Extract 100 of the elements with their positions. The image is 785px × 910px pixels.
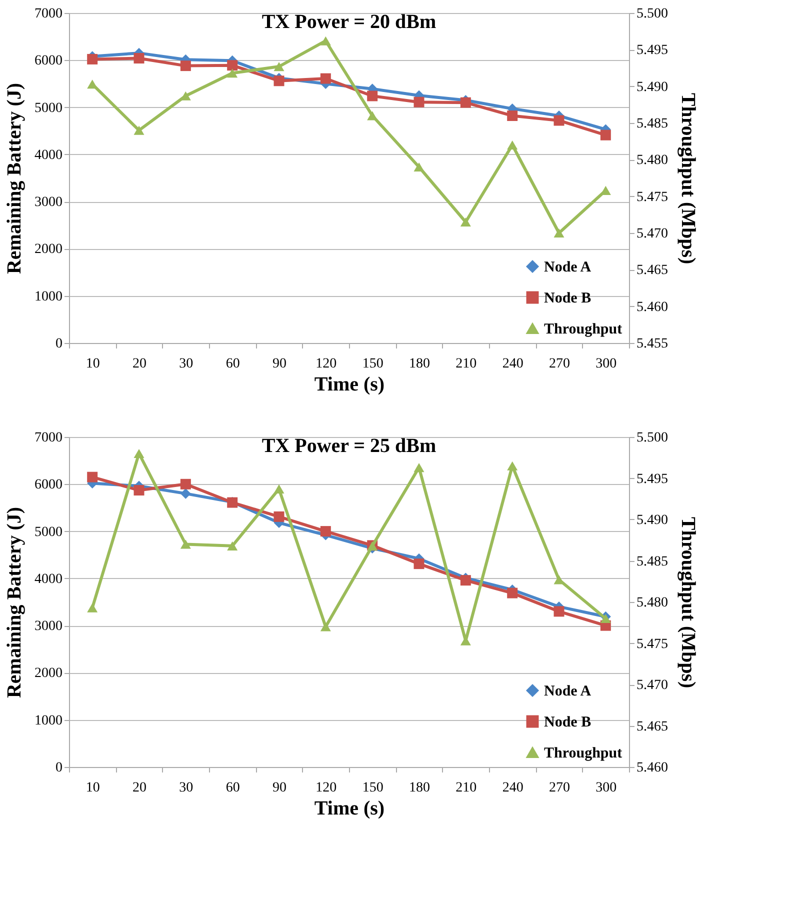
x-axis-title: Time (s): [314, 374, 385, 396]
point: [180, 60, 191, 72]
y2-tick-label: 5.495: [636, 43, 668, 58]
x-tick-label: 300: [596, 356, 617, 372]
point: [134, 126, 144, 135]
y-tick-label: 2000: [34, 666, 62, 682]
point: [414, 558, 424, 570]
point: [367, 90, 378, 102]
y2-tick-label: 5.465: [636, 719, 668, 734]
legend-label: Throughput: [544, 746, 622, 762]
y2-tick-label: 5.485: [636, 116, 668, 132]
x-tick-label: 150: [362, 356, 384, 372]
y2-tick-label: 5.490: [636, 80, 668, 95]
point: [414, 96, 424, 108]
x-tick-label: 210: [456, 780, 477, 796]
y2-tick-label: 5.455: [636, 336, 668, 352]
point: [274, 511, 284, 522]
point: [320, 73, 331, 84]
y-tick-label: 1000: [34, 713, 62, 728]
y2-axis-title: Throughput (Mbps): [677, 92, 699, 264]
y-tick-label: 6000: [34, 54, 62, 69]
x-tick-label: 60: [226, 356, 240, 372]
x-tick-label: 90: [272, 780, 286, 796]
y-tick-label: 1000: [34, 289, 62, 304]
point: [414, 162, 424, 172]
point: [180, 540, 191, 549]
legend-label: Node B: [544, 714, 592, 730]
point: [227, 60, 238, 71]
y-tick-label: 2000: [34, 242, 62, 258]
x-tick-label: 120: [316, 356, 337, 372]
x-tick-label: 270: [549, 356, 570, 372]
x-tick-label: 60: [226, 780, 240, 796]
y2-tick-label: 5.465: [636, 263, 668, 278]
point: [367, 111, 378, 120]
x-tick-label: 90: [272, 356, 286, 372]
x-tick-label: 240: [502, 780, 524, 796]
y-tick-label: 4000: [34, 148, 62, 163]
x-tick-label: 120: [316, 780, 337, 796]
y-axis-title: Remaining Battery (J): [4, 82, 26, 274]
x-tick-label: 10: [86, 780, 100, 796]
x-tick-label: 240: [502, 356, 524, 372]
y2-axis-title: Throughput (Mbps): [677, 516, 699, 688]
point: [134, 53, 144, 64]
point: [87, 472, 98, 482]
y2-tick-label: 5.500: [636, 6, 668, 22]
y-tick-label: 5000: [34, 524, 62, 540]
chart-title: TX Power = 20 dBm: [262, 11, 437, 33]
x-tick-label: 10: [86, 356, 100, 372]
y-tick-label: 5000: [34, 100, 62, 116]
y-tick-label: 3000: [34, 195, 62, 210]
point: [320, 526, 331, 537]
point: [227, 541, 238, 550]
point: [134, 448, 144, 458]
point: [227, 68, 238, 78]
point: [507, 588, 518, 598]
point: [460, 575, 471, 586]
point: [180, 478, 191, 490]
point: [554, 606, 564, 617]
x-tick-label: 150: [362, 780, 384, 796]
point: [320, 622, 331, 632]
point: [507, 461, 518, 470]
point: [87, 54, 98, 64]
legend-label: Throughput: [544, 322, 622, 338]
point: [507, 140, 518, 150]
point: [600, 130, 611, 140]
legend-label: Node A: [544, 260, 592, 276]
point: [134, 485, 144, 496]
y2-tick-label: 5.480: [636, 596, 668, 610]
y-tick-label: 0: [56, 336, 62, 352]
point: [554, 228, 564, 238]
point: [274, 76, 284, 86]
point: [274, 484, 284, 494]
point: [87, 603, 98, 612]
point: [554, 115, 564, 126]
y2-tick-label: 5.500: [636, 430, 668, 446]
point: [414, 462, 424, 472]
legend-label: Node B: [544, 290, 592, 306]
x-tick-label: 180: [409, 356, 430, 372]
x-tick-label: 20: [132, 356, 146, 372]
y-tick-label: 6000: [34, 478, 62, 493]
x-tick-label: 20: [132, 780, 146, 796]
y-tick-label: 4000: [34, 572, 62, 587]
y2-tick-label: 5.460: [636, 300, 668, 315]
y2-tick-label: 5.485: [636, 554, 668, 570]
y2-tick-label: 5.480: [636, 153, 668, 168]
y2-tick-label: 5.475: [636, 190, 668, 205]
point: [600, 614, 611, 624]
x-axis-title: Time (s): [314, 798, 385, 820]
x-tick-label: 30: [179, 356, 194, 372]
x-tick-label: 30: [179, 780, 194, 796]
y2-tick-label: 5.470: [636, 678, 668, 693]
y-tick-label: 7000: [34, 430, 62, 446]
y2-tick-label: 5.495: [636, 472, 668, 487]
chart-title: TX Power = 25 dBm: [262, 435, 437, 457]
x-tick-label: 210: [456, 356, 477, 372]
y-axis-title: Remaining Battery (J): [4, 506, 26, 698]
y2-tick-label: 5.460: [636, 760, 668, 776]
point: [460, 217, 471, 227]
y2-tick-label: 5.470: [636, 226, 668, 242]
y2-tick-label: 5.475: [636, 636, 668, 652]
